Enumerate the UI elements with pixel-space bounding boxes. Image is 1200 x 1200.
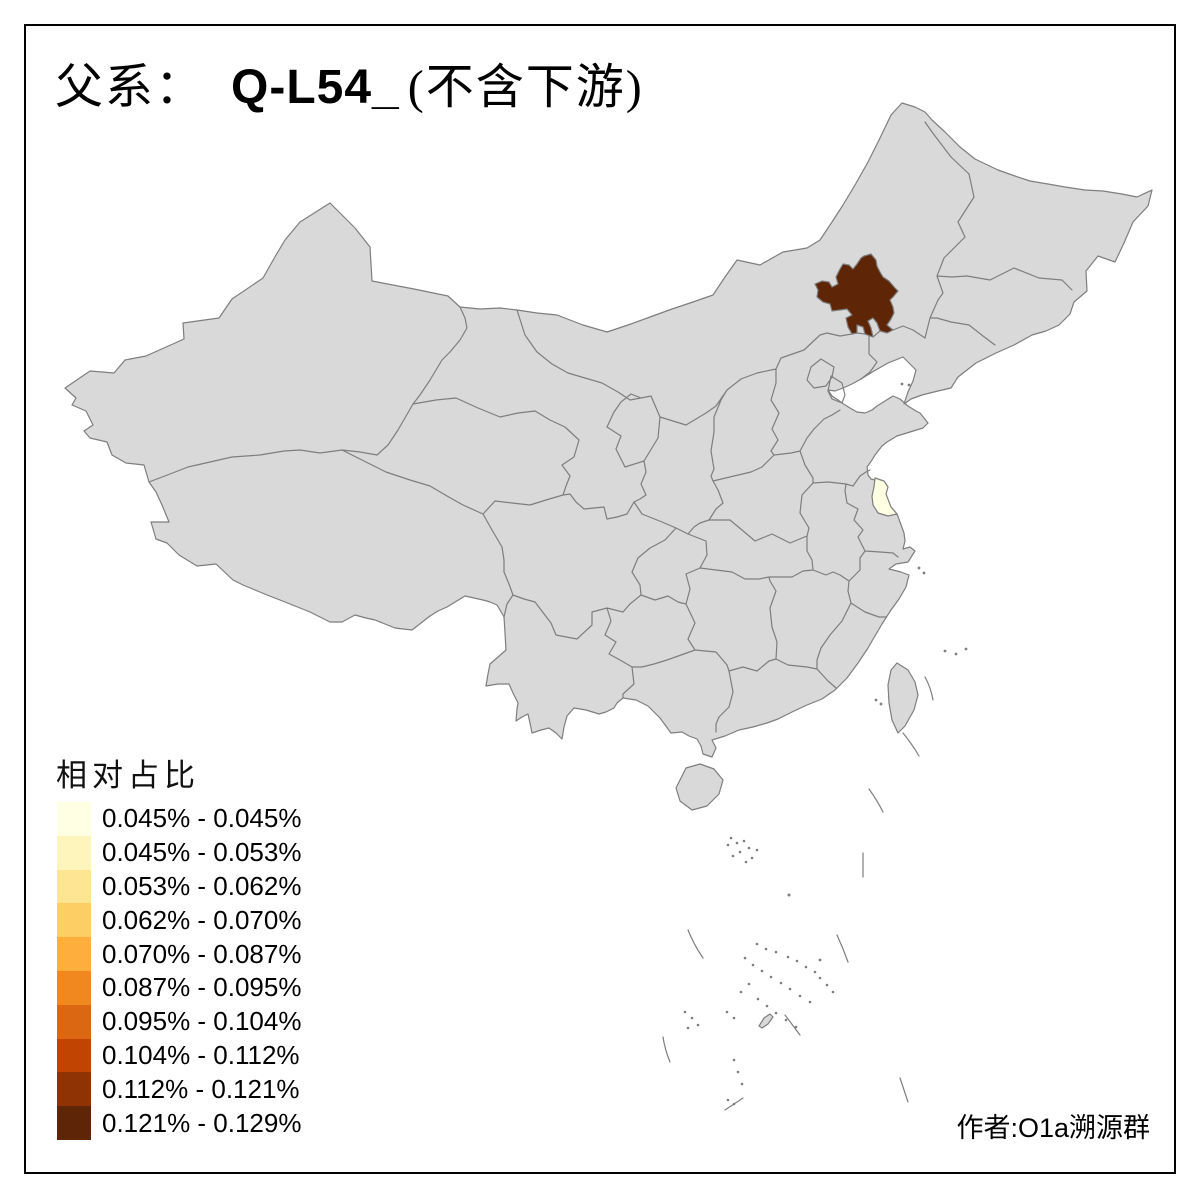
legend-item: 0.053% - 0.062% xyxy=(57,869,302,904)
legend-item: 0.062% - 0.070% xyxy=(57,903,302,938)
legend-color-swatch xyxy=(57,1004,91,1039)
legend-item: 0.045% - 0.053% xyxy=(57,835,302,870)
legend-item: 0.095% - 0.104% xyxy=(57,1004,302,1039)
legend-bin-label: 0.087% - 0.095% xyxy=(102,972,302,1003)
legend-bin-label: 0.070% - 0.087% xyxy=(102,938,302,969)
legend-item: 0.070% - 0.087% xyxy=(57,937,301,971)
legend-bin-label: 0.045% - 0.045% xyxy=(102,803,302,834)
legend-color-swatch xyxy=(57,970,91,1005)
title-haplogroup: Q-L54_ xyxy=(231,61,400,114)
legend-item: 0.104% - 0.112% xyxy=(57,1038,301,1073)
legend-bin-label: 0.045% - 0.053% xyxy=(102,837,302,868)
legend-bin-label: 0.112% - 0.121% xyxy=(102,1073,300,1104)
legend-color-swatch xyxy=(57,802,91,836)
legend-bin-label: 0.104% - 0.112% xyxy=(102,1039,300,1070)
highlight-region-pale xyxy=(871,477,898,517)
hainan-island xyxy=(675,763,724,811)
legend-item: 0.045% - 0.045% xyxy=(57,802,301,836)
legend-bin-label: 0.095% - 0.104% xyxy=(102,1006,302,1037)
legend-color-swatch xyxy=(57,937,91,971)
province-borders xyxy=(148,121,1073,733)
legend-color-swatch xyxy=(57,1106,91,1140)
small-islands xyxy=(683,382,968,1106)
taiwan-island xyxy=(887,662,919,734)
legend-item: 0.087% - 0.095% xyxy=(57,970,302,1005)
legend-bin-label: 0.121% - 0.129% xyxy=(102,1107,302,1138)
legend-title: 相对占比 xyxy=(56,758,200,793)
legend-color-swatch xyxy=(57,835,91,870)
page-title: 父系： Q-L54_ (不含下游) xyxy=(55,61,644,115)
spratly-main-island xyxy=(758,1013,774,1029)
plot-frame xyxy=(24,24,1176,1174)
mainland-landmass xyxy=(64,102,1153,758)
title-prefix: 父系： xyxy=(55,61,206,114)
legend-item: 0.112% - 0.121% xyxy=(57,1072,301,1107)
attribution-text: 作者:O1a溯源群 xyxy=(956,1113,1150,1143)
highlight-region-dark xyxy=(814,253,899,338)
legend-color-swatch xyxy=(57,903,91,938)
legend-color-swatch xyxy=(57,869,91,904)
legend-bin-label: 0.062% - 0.070% xyxy=(102,904,302,935)
legend-bin-label: 0.053% - 0.062% xyxy=(102,870,302,901)
legend-item: 0.121% - 0.129% xyxy=(57,1106,301,1140)
legend: 0.045% - 0.045% 0.045% - 0.053% 0.053% - 0… xyxy=(57,802,301,1140)
legend-color-swatch xyxy=(57,1038,91,1073)
title-suffix: (不含下游) xyxy=(407,61,644,114)
legend-color-swatch xyxy=(57,1072,91,1107)
